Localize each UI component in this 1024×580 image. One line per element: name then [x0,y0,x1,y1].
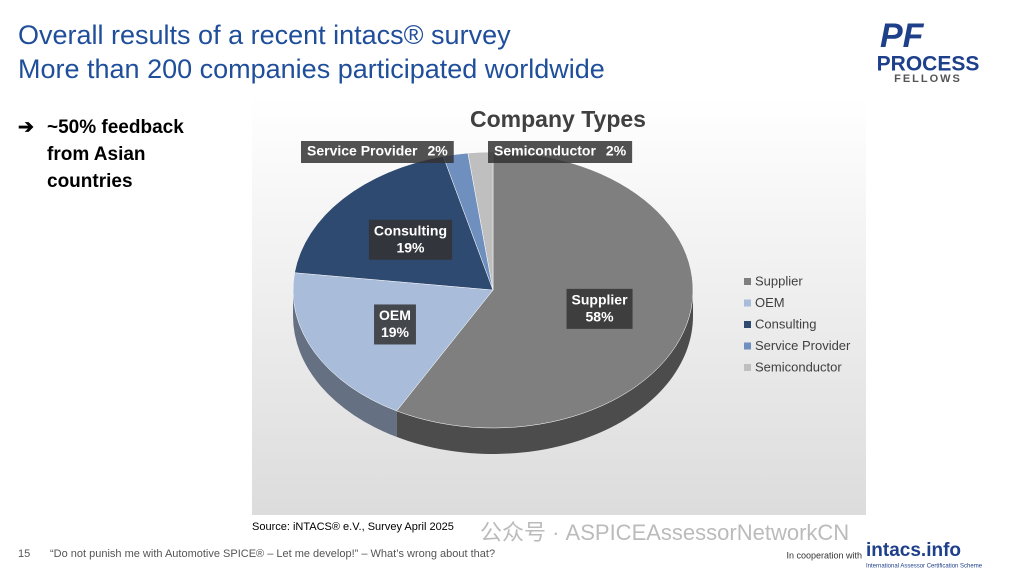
legend-swatch [744,342,751,350]
legend-label: OEM [755,295,785,310]
legend-swatch [744,364,751,371]
slice-label: OEM [379,307,411,323]
partner: intacs.info [866,540,961,561]
legend-swatch [744,321,751,328]
label-box [488,141,633,163]
legend-label: Consulting [755,316,816,331]
slide-title: Overall results of a recent intacs® surv… [18,20,511,50]
slice-value: 2% [428,143,449,159]
legend-label: Service Provider [755,338,851,353]
footer-quote: “Do not punish me with Automotive SPICE®… [50,548,495,560]
legend-label: Semiconductor [755,359,842,374]
logo-text: PROCESS [877,53,980,76]
legend-label: Supplier [755,273,803,288]
page-number: 15 [18,548,30,560]
bullet-text: from Asian [47,144,146,165]
slice-label: Supplier [572,292,629,308]
label-box [368,219,453,260]
slice-label: Consulting [374,223,447,239]
legend-swatch [744,278,751,285]
legend: Supplier OEM Consulting Service Provider Sem… [744,273,851,374]
slide-title: More than 200 companies participated wor… [18,54,605,84]
slice-value: 58% [586,309,615,325]
slice-side [293,290,397,437]
logo-mark: PF [880,17,925,55]
watermark: 公众号 · ASPICEAssessorNetworkCN [480,520,849,545]
cooperation: In cooperation with [786,550,862,560]
slice [396,151,694,429]
label-box [301,141,454,163]
source: Source: iNTACS® e.V., Survey April 2025 [252,521,454,533]
label-box [566,288,633,329]
label-box [374,304,416,345]
partner-tagline: International Assessor Certification Sch… [866,564,983,570]
legend-swatch [744,299,751,307]
slice-label: Semiconductor [494,143,596,159]
slice-label: Service Provider [307,143,418,159]
chart-title: Company Types [470,106,646,132]
logo-text: FELLOWS [894,73,962,85]
slice-side [396,290,693,454]
bullet-text: ~50% feedback [47,117,184,138]
slice-value: 19% [396,240,425,256]
slice-value: 2% [606,143,627,159]
bullet-arrow: ➔ [18,117,34,138]
bullet-text: countries [47,171,133,192]
slice-value: 19% [381,324,410,340]
